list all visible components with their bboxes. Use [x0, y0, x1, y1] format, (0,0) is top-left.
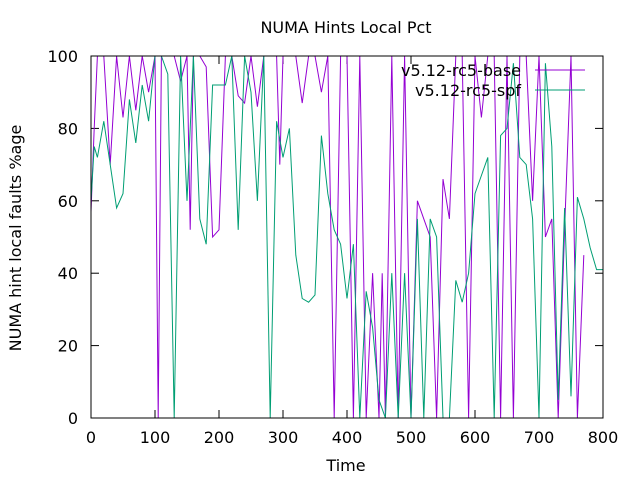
x-tick-label: 0 [86, 428, 96, 447]
x-tick-label: 100 [140, 428, 171, 447]
y-tick-label: 20 [58, 337, 78, 356]
x-tick-label: 300 [268, 428, 299, 447]
series-line-1 [90, 55, 603, 419]
y-tick-label: 40 [58, 264, 78, 283]
y-tick-label: 60 [58, 192, 78, 211]
axis-ticks: 0 100 200 300 400 500 600 700 800 0 20 40 60 80 100 [47, 47, 618, 447]
y-tick-label: 100 [47, 47, 78, 66]
x-tick-label: 200 [204, 428, 235, 447]
x-tick-label: 800 [588, 428, 619, 447]
y-tick-label: 0 [68, 409, 78, 428]
legend-label-0: v5.12-rc5-base [401, 61, 521, 80]
x-tick-label: 400 [332, 428, 363, 447]
chart-title: NUMA Hints Local Pct [260, 18, 431, 37]
y-axis-label: NUMA hint local faults %age [6, 125, 25, 352]
x-tick-label: 700 [524, 428, 555, 447]
x-tick-label: 500 [396, 428, 427, 447]
x-tick-label: 600 [460, 428, 491, 447]
plot-area-border [90, 55, 604, 419]
series-layer [90, 55, 603, 419]
x-axis-label: Time [325, 456, 365, 475]
legend-label-1: v5.12-rc5-spf [415, 81, 521, 100]
y-tick-label: 80 [58, 119, 78, 138]
